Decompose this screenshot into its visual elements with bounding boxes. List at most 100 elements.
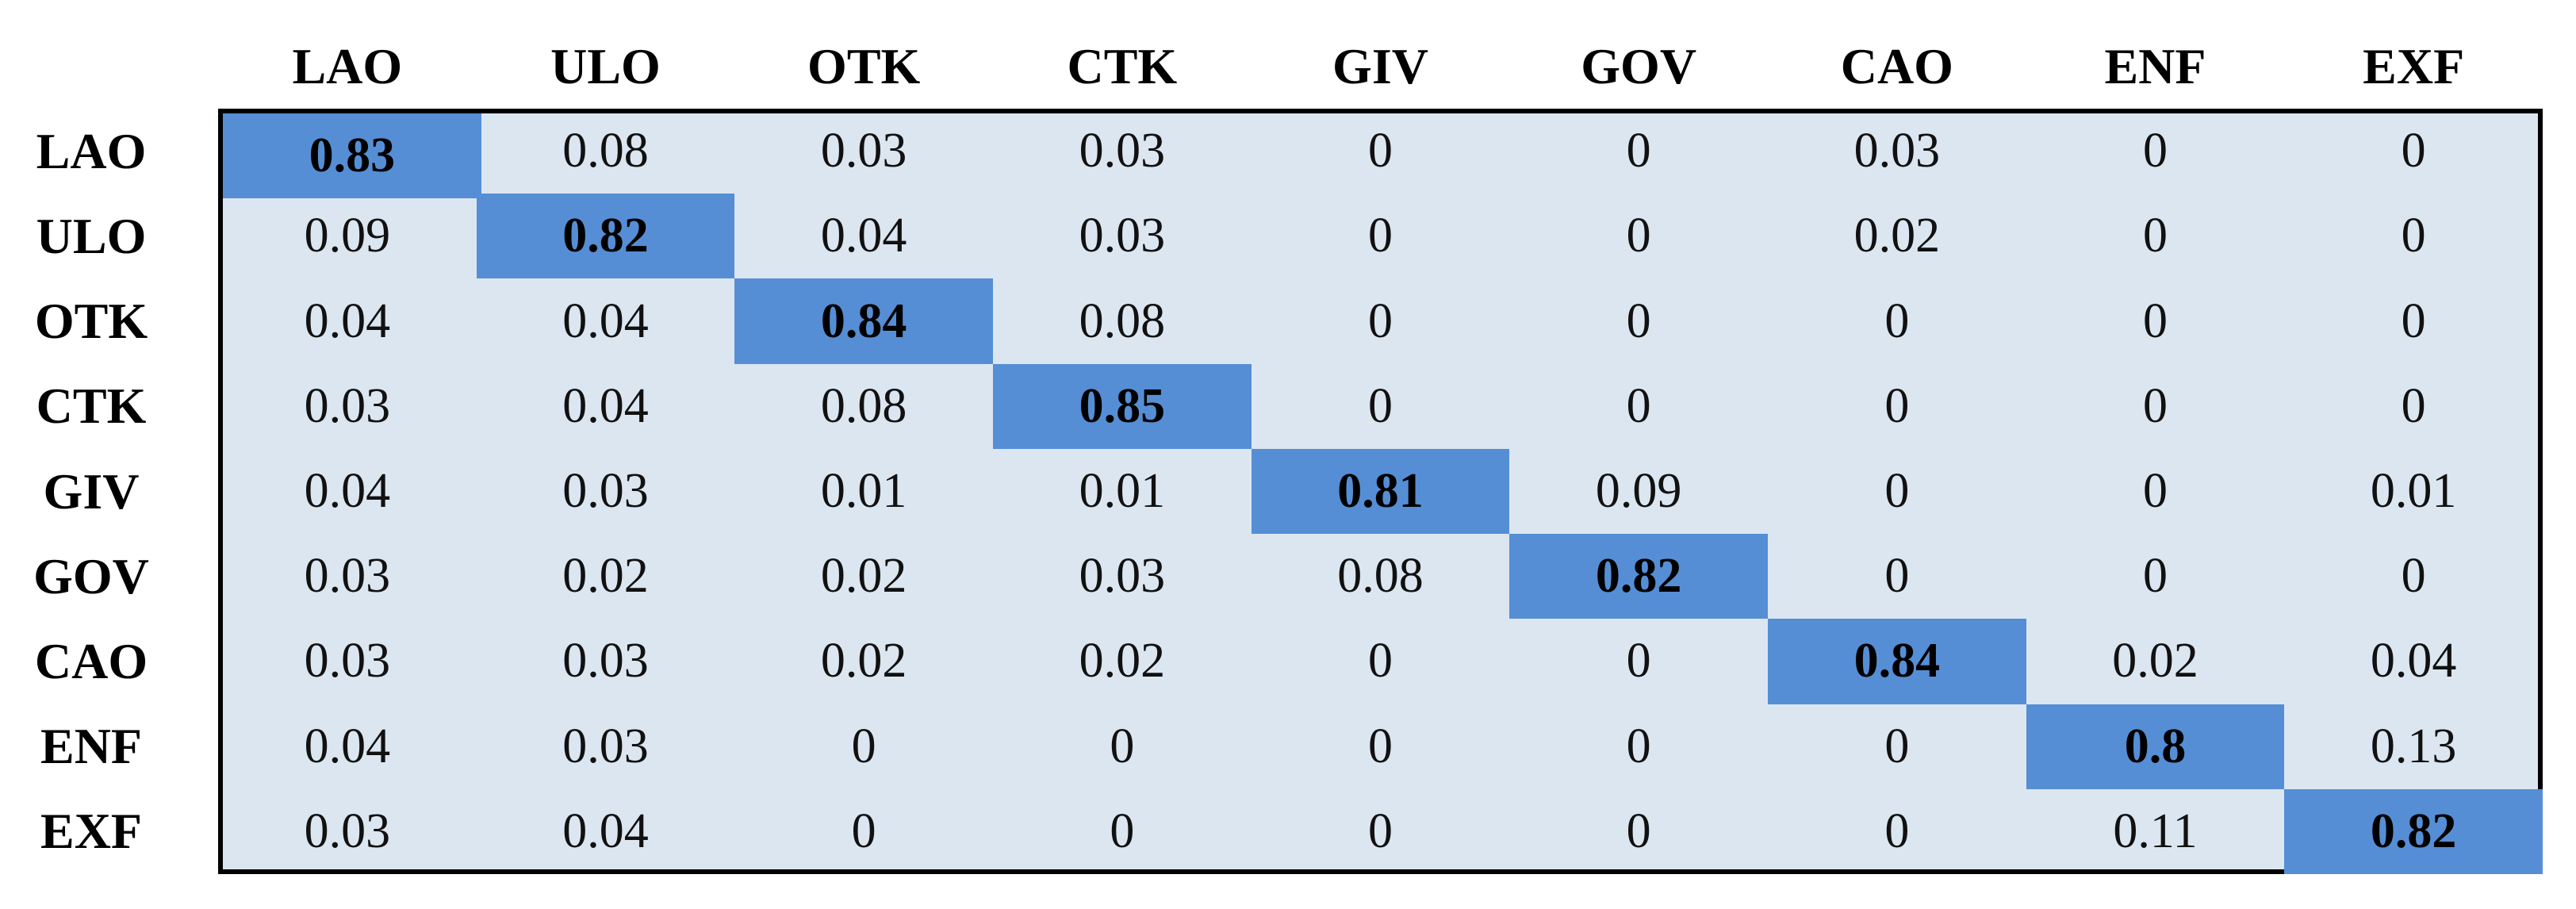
matrix-cell: 0.03 [1079,209,1166,263]
matrix-cell: 0.01 [2370,463,2457,518]
matrix-cell: 0 [2401,293,2426,348]
matrix-cell: 0.11 [2113,804,2198,858]
column-header: GOV [1581,38,1697,94]
matrix-cell: 0.04 [2370,634,2457,688]
matrix-cell: 0.02 [1079,634,1166,688]
matrix-cell: 0.03 [304,378,391,433]
matrix-cell: 0.08 [1079,293,1166,348]
matrix-cell: 0 [2142,124,2168,178]
matrix-cell: 0.04 [562,378,649,433]
matrix-cell: 0.03 [820,124,907,178]
row-label: CAO [34,632,148,689]
matrix-cell: 0.03 [304,634,391,688]
matrix-cell: 0.08 [562,124,649,178]
matrix-cell: 0.81 [1251,448,1510,535]
matrix-cell: 0.82 [2284,788,2543,874]
matrix-cell: 0 [1884,719,1910,773]
matrix-cell: 0 [1626,634,1651,688]
row-label: OTK [34,293,148,350]
matrix-cell: 0 [1626,209,1651,263]
matrix-cell: 0.02 [562,549,649,604]
matrix-cell: 0 [2401,124,2426,178]
matrix-cell: 0.04 [304,463,391,518]
matrix-cell: 0 [851,719,876,773]
matrix-cell: 0.03 [1079,124,1166,178]
matrix-cell: 0.03 [562,463,649,518]
matrix-cell: 0 [2401,209,2426,263]
column-header: CAO [1840,38,1953,94]
column-header: CTK [1067,38,1178,94]
matrix-cell: 0 [2142,378,2168,433]
matrix-cell: 0 [2142,549,2168,604]
matrix-cell: 0.04 [820,209,907,263]
matrix-cell: 0.82 [1509,534,1768,619]
row-label: ENF [40,718,142,775]
matrix-cell: 0.03 [1853,124,1941,178]
matrix-cell: 0 [2401,378,2426,433]
matrix-cell: 0.84 [734,278,993,364]
matrix-cell: 0 [1884,293,1910,348]
matrix-cell: 0.08 [1337,549,1424,604]
matrix-cell: 0.02 [1853,209,1941,263]
matrix-cell: 0 [1626,378,1651,433]
matrix-cell: 0 [1626,719,1651,773]
matrix-cell: 0.83 [223,113,481,199]
matrix-cell: 0 [851,804,876,858]
matrix-cell: 0 [2142,209,2168,263]
matrix-cell: 0.03 [562,634,649,688]
matrix-cell: 0 [1626,804,1651,858]
column-header: ULO [550,38,661,94]
matrix-cell: 0 [1626,293,1651,348]
column-header: LAO [292,38,403,94]
row-label: ULO [36,207,147,264]
matrix-cell: 0.04 [562,293,649,348]
matrix-cell: 0.04 [304,293,391,348]
matrix-cell: 0 [1367,293,1393,348]
matrix-cell: 0 [2142,293,2168,348]
row-label: GOV [33,547,149,604]
matrix-cell: 0 [1367,719,1393,773]
matrix-cell: 0.03 [304,804,391,858]
matrix-cell: 0.08 [820,378,907,433]
confusion-matrix: 0.83 0.08 0.03 0.03 0 0 0.03 0 0 0.09 0.82 0.04 0.03… [218,109,2543,874]
matrix-cell: 0.01 [1079,463,1166,518]
matrix-cell: 0.01 [820,463,907,518]
matrix-cell: 0.02 [820,549,907,604]
matrix-cell: 0.85 [993,363,1252,449]
matrix-cell: 0.09 [304,209,391,263]
matrix-cell: 0 [1884,549,1910,604]
row-label: LAO [36,122,147,179]
matrix-cell: 0.02 [2112,634,2198,688]
matrix-cell: 0 [1884,378,1910,433]
column-header: EXF [2363,38,2465,94]
matrix-cell: 0.09 [1595,463,1682,518]
matrix-cell: 0.03 [304,549,391,604]
matrix-cell: 0 [1367,378,1393,433]
matrix-cell: 0 [2142,463,2168,518]
matrix-cell: 0.03 [562,719,649,773]
matrix-cell: 0 [1367,804,1393,858]
column-header: ENF [2104,38,2206,94]
matrix-cell: 0.04 [562,804,649,858]
matrix-cell: 0.84 [1768,619,2026,704]
row-label: CTK [36,378,147,435]
matrix-cell: 0 [1884,463,1910,518]
matrix-cell: 0 [1110,804,1135,858]
matrix-cell: 0.04 [304,719,391,773]
row-label: EXF [40,803,142,860]
matrix-cell: 0.02 [820,634,907,688]
matrix-cell: 0 [1626,124,1651,178]
matrix-cell: 0.8 [2026,704,2285,789]
matrix-cell: 0.13 [2370,719,2457,773]
matrix-cell: 0 [1367,634,1393,688]
column-header: GIV [1332,38,1428,94]
column-header: OTK [807,38,921,94]
matrix-cell: 0 [1110,719,1135,773]
matrix-cell: 0 [1367,124,1393,178]
matrix-cell: 0.82 [476,194,735,279]
matrix-cell: 0 [1884,804,1910,858]
matrix-cell: 0 [2401,549,2426,604]
matrix-cell: 0 [1367,209,1393,263]
row-label: GIV [43,462,140,520]
